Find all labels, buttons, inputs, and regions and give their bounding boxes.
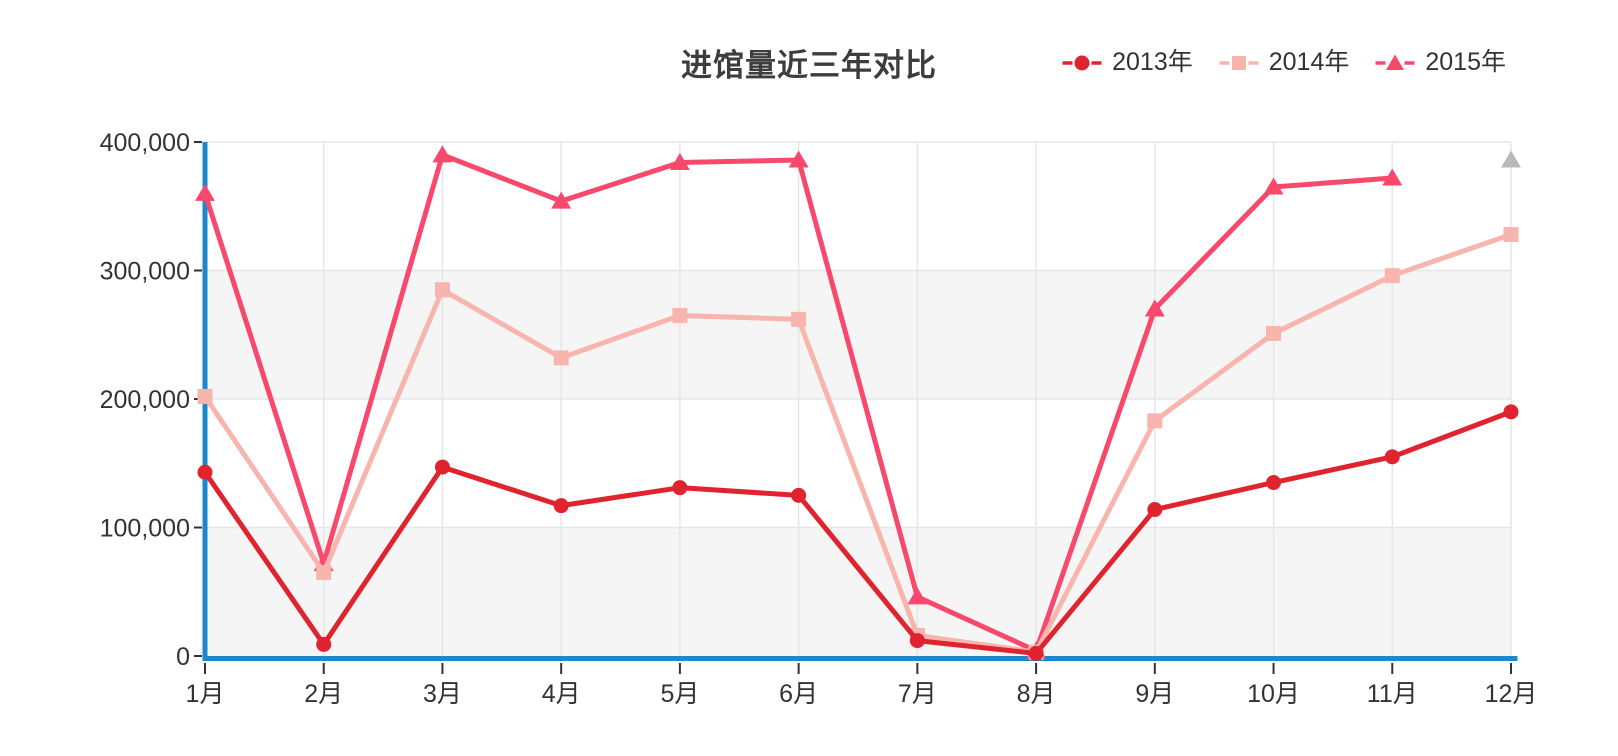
x-axis-label: 7月: [898, 680, 937, 708]
data-point-2013年-10月[interactable]: [1266, 475, 1282, 491]
data-point-2015年-7月[interactable]: [907, 587, 928, 605]
isolated-gray-data-point-2015年-12月[interactable]: [1501, 150, 1521, 168]
data-point-2013年-2月[interactable]: [316, 636, 332, 652]
data-point-2013年-8月[interactable]: [1028, 645, 1044, 661]
x-axis-label: 11月: [1367, 680, 1418, 708]
data-point-2014年-9月[interactable]: [1147, 413, 1163, 429]
x-axis-label: 4月: [542, 680, 581, 708]
data-point-2013年-9月[interactable]: [1147, 502, 1163, 518]
y-axis-label: 300,000: [100, 258, 190, 286]
legend-label-2013: 2013年: [1112, 48, 1193, 76]
x-axis-label: 5月: [660, 680, 699, 708]
legend-line-triangle-icon: [1375, 54, 1415, 70]
x-axis-label: 3月: [423, 680, 462, 708]
x-axis-label: 10月: [1247, 680, 1300, 708]
legend-label-2014: 2014年: [1268, 48, 1350, 76]
x-axis-label: 9月: [1135, 680, 1174, 708]
data-point-2014年-6月[interactable]: [791, 311, 807, 327]
data-point-2013年-7月[interactable]: [909, 633, 925, 649]
legend-triangle-glyph: [1386, 54, 1405, 70]
data-point-2014年-1月[interactable]: [197, 388, 213, 404]
data-point-2015年-5月[interactable]: [669, 153, 690, 171]
legend-line-circle-icon: [1062, 55, 1102, 70]
x-axis-label: 12月: [1485, 680, 1538, 708]
data-point-2013年-11月[interactable]: [1384, 449, 1400, 465]
data-point-2013年-6月[interactable]: [791, 487, 807, 503]
legend-line-square-icon: [1219, 55, 1259, 70]
legend-item-2013[interactable]: 2013年: [1060, 50, 1193, 75]
data-point-2015年-6月[interactable]: [788, 150, 809, 168]
data-point-2014年-12月[interactable]: [1503, 227, 1519, 243]
legend-label-2015: 2015年: [1425, 48, 1506, 76]
data-point-2015年-11月[interactable]: [1382, 168, 1403, 186]
legend-circle-glyph: [1074, 55, 1090, 70]
y-axis-label: 200,000: [100, 386, 190, 414]
data-point-2014年-10月[interactable]: [1266, 325, 1282, 341]
data-point-2015年-4月[interactable]: [551, 191, 572, 209]
data-point-2013年-1月[interactable]: [197, 464, 213, 480]
data-point-2014年-2月[interactable]: [316, 564, 332, 580]
chart-title: 进馆量近三年对比: [681, 48, 937, 83]
y-axis-label: 0: [176, 643, 190, 671]
legend: 2013年 2014年 2015年: [1060, 50, 1506, 75]
data-point-2015年-9月[interactable]: [1144, 299, 1165, 317]
x-axis-label: 1月: [186, 680, 225, 708]
series-line-2014年: [202, 232, 1514, 655]
data-point-2013年-3月[interactable]: [434, 459, 450, 475]
data-point-2014年-5月[interactable]: [672, 307, 688, 323]
x-axis-label: 8月: [1017, 680, 1056, 708]
data-point-2015年-1月[interactable]: [195, 183, 215, 201]
data-point-2013年-5月[interactable]: [672, 480, 688, 496]
data-point-2014年-11月[interactable]: [1384, 268, 1400, 284]
y-axis-label: 400,000: [100, 129, 190, 157]
background-band: [205, 527, 1511, 656]
legend-square-glyph: [1231, 55, 1246, 70]
legend-item-2015[interactable]: 2015年: [1373, 50, 1506, 75]
data-point-2014年-4月[interactable]: [553, 350, 569, 366]
x-axis-line: [202, 656, 1518, 661]
data-point-2014年-3月[interactable]: [434, 282, 450, 298]
x-axis-label: 2月: [304, 680, 343, 708]
y-axis-label: 100,000: [100, 515, 190, 543]
data-point-2013年-12月[interactable]: [1503, 404, 1519, 420]
data-point-2015年-10月[interactable]: [1263, 177, 1284, 195]
legend-item-2014[interactable]: 2014年: [1217, 48, 1350, 76]
series-line-2013年: [202, 409, 1514, 656]
x-axis-label: 6月: [779, 680, 818, 708]
data-point-2013年-4月[interactable]: [553, 498, 569, 514]
data-point-2015年-3月[interactable]: [432, 145, 453, 163]
